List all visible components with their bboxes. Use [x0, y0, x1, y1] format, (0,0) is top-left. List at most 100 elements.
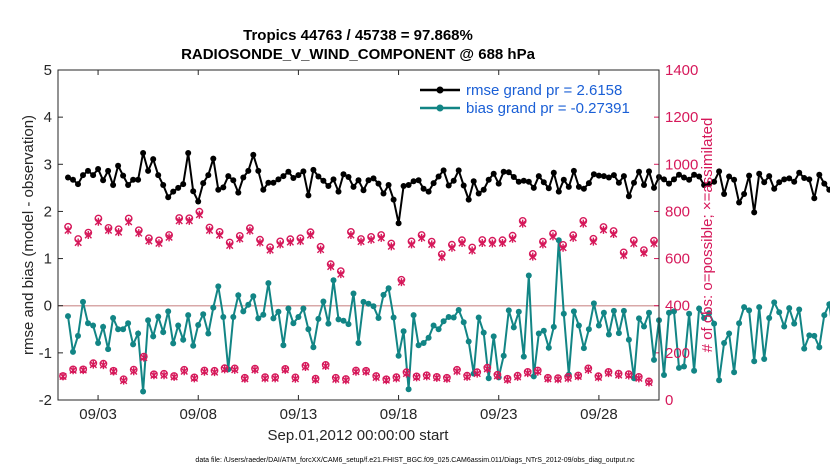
data-point	[150, 333, 157, 340]
obs-assimilated-point	[200, 367, 209, 376]
data-point	[315, 173, 322, 180]
obs-assimilated-point	[135, 229, 143, 238]
data-point	[615, 330, 622, 337]
data-point	[736, 199, 743, 206]
data-point	[145, 317, 152, 324]
obs-assimilated-point	[498, 239, 507, 248]
y-right-tick-label: 600	[665, 251, 690, 268]
data-point	[170, 188, 177, 195]
data-point	[646, 168, 652, 175]
y-tick-label: 1	[44, 251, 52, 268]
obs-assimilated-point	[387, 242, 396, 251]
data-point	[290, 320, 297, 327]
obs-assimilated-point	[554, 375, 562, 384]
data-point	[701, 315, 708, 321]
data-point	[365, 177, 372, 184]
obs-assimilated-point	[215, 231, 224, 239]
data-point	[95, 166, 102, 172]
data-point	[625, 193, 632, 200]
data-point	[681, 363, 687, 370]
data-point	[75, 181, 81, 188]
data-point	[510, 174, 517, 180]
obs-assimilated-point	[69, 366, 77, 375]
obs-assimilated-point	[347, 231, 355, 239]
data-point	[756, 170, 763, 177]
data-point	[80, 298, 86, 305]
data-point	[255, 167, 262, 174]
data-point	[761, 179, 768, 186]
obs-assimilated-point	[503, 375, 512, 384]
data-point	[410, 312, 417, 319]
data-point	[380, 190, 387, 197]
obs-assimilated-point	[635, 374, 643, 383]
data-point	[295, 172, 302, 179]
data-point	[590, 171, 597, 178]
legend-rmse-label: rmse grand pr = 2.6158	[466, 82, 622, 99]
data-point	[175, 184, 182, 191]
chart-subtitle: RADIOSONDE_V_WIND_COMPONENT @ 688 hPa	[181, 46, 536, 63]
obs-assimilated-point	[241, 374, 249, 383]
obs-assimilated-point	[640, 248, 648, 257]
obs-assimilated-point	[650, 239, 658, 248]
data-point	[100, 177, 107, 184]
obs-assimilated-point	[74, 238, 82, 247]
data-point	[550, 169, 557, 176]
data-point	[355, 340, 362, 346]
data-point	[165, 308, 172, 315]
obs-assimilated-point	[357, 237, 365, 246]
data-point	[485, 375, 492, 382]
obs-assimilated-point	[402, 369, 411, 378]
data-point	[390, 196, 397, 203]
data-point	[696, 305, 703, 312]
data-point	[726, 330, 733, 337]
obs-assimilated-point	[256, 238, 264, 247]
obs-assimilated-point	[493, 371, 502, 380]
data-point	[636, 168, 642, 175]
obs-assimilated-point	[443, 374, 451, 383]
data-point	[180, 336, 187, 343]
data-point	[661, 176, 667, 183]
data-point	[686, 310, 693, 317]
data-point	[570, 308, 577, 315]
data-point	[490, 170, 497, 177]
data-point	[605, 331, 612, 338]
data-point	[495, 180, 502, 187]
data-point	[90, 172, 97, 179]
data-point	[646, 309, 652, 316]
data-point	[806, 332, 813, 339]
data-point	[480, 186, 487, 193]
data-point	[801, 175, 808, 181]
data-point	[125, 320, 132, 327]
data-point	[335, 188, 342, 195]
obs-assimilated-point	[397, 278, 406, 287]
data-point	[220, 184, 227, 191]
data-point	[400, 328, 407, 335]
obs-assimilated-point	[549, 232, 557, 241]
data-point	[330, 277, 337, 284]
series-rmse	[65, 150, 830, 227]
data-point	[746, 307, 753, 314]
data-point	[520, 353, 527, 360]
y-right-tick-label: 1400	[665, 62, 698, 79]
x-tick-label: 09/03	[79, 406, 117, 423]
data-point	[696, 173, 703, 180]
data-point	[135, 176, 142, 183]
data-point	[540, 327, 547, 334]
data-point	[405, 182, 412, 188]
data-point	[806, 176, 813, 183]
data-point	[545, 185, 552, 192]
data-point	[565, 183, 572, 190]
data-point	[766, 173, 773, 180]
data-point	[160, 182, 167, 188]
y-tick-label: -2	[39, 392, 52, 409]
data-point	[325, 320, 332, 327]
data-point	[515, 308, 522, 315]
data-point	[190, 342, 197, 349]
obs-assimilated-point	[180, 367, 188, 376]
data-point	[615, 179, 622, 186]
data-point	[265, 280, 272, 287]
obs-assimilated-point	[433, 373, 441, 382]
data-point	[721, 340, 728, 346]
obs-assimilated-point	[367, 235, 375, 244]
obs-assimilated-point	[327, 262, 335, 271]
